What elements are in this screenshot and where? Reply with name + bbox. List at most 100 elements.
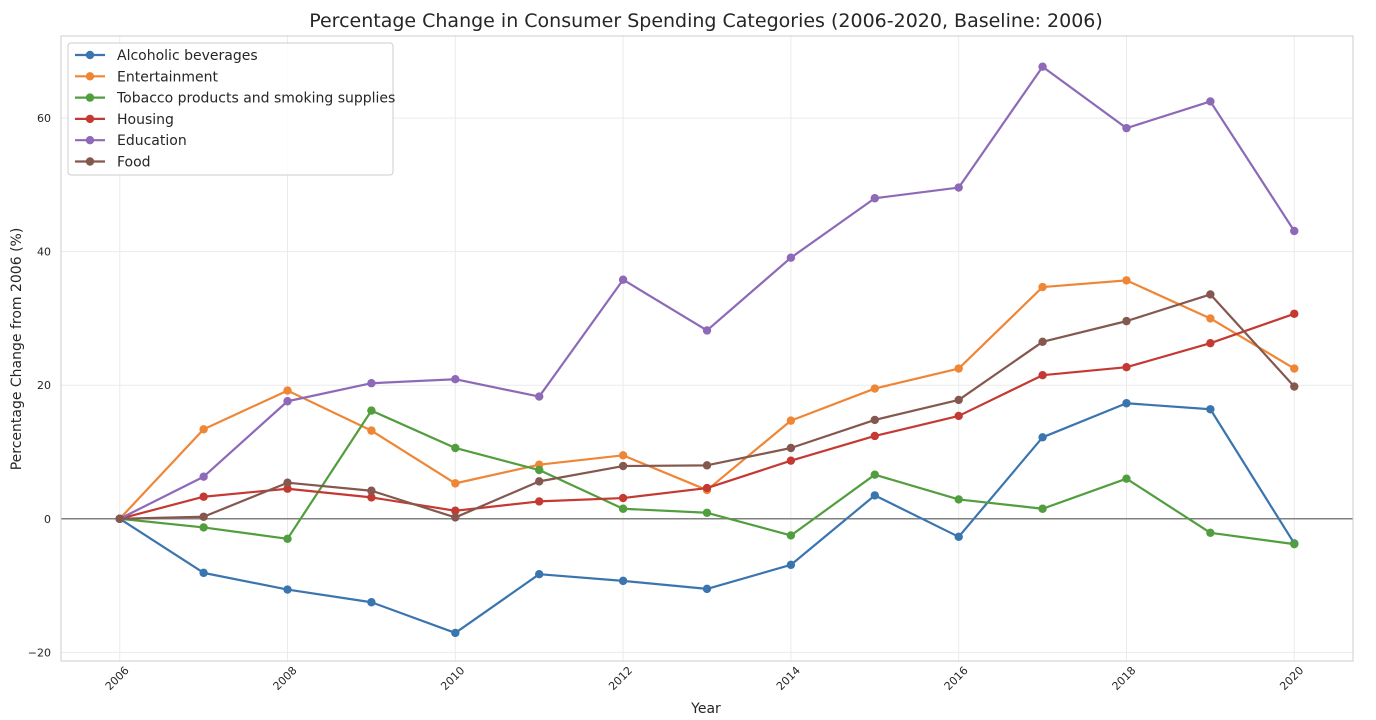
data-point (1290, 309, 1299, 318)
data-point (1206, 314, 1215, 323)
data-point (1038, 371, 1047, 380)
series-line (119, 409, 1295, 546)
data-point (199, 523, 208, 532)
data-point (451, 506, 460, 515)
data-point (1122, 123, 1131, 133)
data-point (618, 451, 628, 460)
data-point (618, 461, 628, 471)
data-point (954, 395, 963, 405)
data-point (451, 479, 460, 488)
data-point (702, 483, 712, 493)
legend-label: Entertainment (117, 69, 219, 85)
legend-item: Education (75, 133, 187, 149)
x-tick-label: 2006 (103, 664, 132, 693)
data-point (199, 472, 208, 481)
series-2 (115, 406, 1299, 549)
data-point (451, 375, 460, 384)
data-point (1206, 338, 1215, 348)
data-point (1206, 405, 1215, 414)
legend-label: Tobacco products and smoking supplies (116, 91, 395, 107)
data-point (954, 411, 963, 421)
data-point (702, 461, 712, 470)
legend-item: Housing (75, 112, 174, 128)
x-tick-label: 2012 (606, 664, 635, 693)
x-tick-label: 2010 (438, 664, 467, 693)
data-point (367, 426, 376, 435)
legend-label: Food (117, 155, 151, 171)
data-point (954, 495, 963, 504)
data-point (1038, 433, 1047, 442)
data-point (1038, 62, 1047, 71)
data-point (870, 491, 879, 500)
data-point (451, 628, 460, 638)
data-point (786, 443, 796, 453)
legend-swatch-marker (85, 50, 95, 60)
legend-label: Education (117, 133, 187, 149)
plot-frame (60, 35, 1354, 662)
data-point (786, 253, 796, 262)
data-point (786, 456, 796, 465)
legend-swatch-marker (85, 114, 95, 124)
data-point (367, 598, 376, 607)
data-point (1122, 276, 1131, 285)
x-tick-label: 2014 (774, 664, 803, 693)
series-5 (115, 290, 1299, 523)
data-point (618, 504, 628, 513)
x-tick-label: 2016 (942, 664, 971, 693)
data-point (535, 392, 544, 401)
data-point (283, 585, 292, 594)
data-point (367, 406, 376, 415)
data-point (1290, 539, 1299, 549)
data-point (535, 477, 544, 486)
data-point (283, 534, 292, 544)
data-point (786, 531, 796, 540)
y-tick-label: 0 (44, 513, 51, 526)
data-point (1206, 97, 1215, 106)
data-point (199, 492, 208, 501)
y-axis-label: Percentage Change from 2006 (%) (9, 228, 25, 471)
data-point (283, 478, 292, 487)
data-point (870, 470, 879, 479)
data-point (1122, 362, 1131, 372)
legend-swatch-marker (85, 72, 95, 81)
y-tick-label: 20 (37, 379, 51, 392)
series-3 (115, 309, 1299, 523)
data-point (1038, 337, 1047, 347)
x-axis-label: Year (690, 701, 721, 717)
data-point (1290, 382, 1299, 391)
series-lines (115, 62, 1299, 638)
data-point (1206, 528, 1215, 537)
data-point (954, 364, 963, 373)
data-point (367, 379, 376, 388)
data-point (786, 560, 796, 570)
data-point (199, 568, 208, 578)
data-point (367, 486, 376, 495)
data-point (870, 431, 879, 441)
y-tick-label: 40 (37, 246, 51, 259)
legend-label: Alcoholic beverages (117, 48, 258, 64)
x-tick-label: 2008 (271, 664, 300, 693)
chart-title: Percentage Change in Consumer Spending C… (309, 10, 1103, 32)
data-point (367, 493, 376, 502)
legend-item: Alcoholic beverages (75, 48, 258, 64)
data-point (199, 512, 208, 521)
data-point (451, 443, 460, 453)
data-point (451, 513, 460, 522)
legend: Alcoholic beverages Entertainment Tobacco … (67, 42, 395, 176)
data-point (283, 484, 292, 493)
data-point (618, 493, 628, 503)
data-point (535, 497, 544, 506)
x-axis-ticks: 2006 2008 2010 2012 2014 2016 2018 2020 (103, 664, 1307, 693)
y-axis-ticks: −20 0 20 40 60 (28, 112, 51, 659)
legend-item: Food (75, 155, 151, 171)
data-point (954, 183, 963, 192)
data-point (535, 569, 544, 579)
data-point (1290, 364, 1299, 373)
data-point (870, 194, 879, 203)
data-point (535, 465, 544, 475)
legend-item: Entertainment (75, 69, 219, 85)
data-point (1122, 316, 1131, 326)
data-point (199, 425, 208, 434)
data-point (1122, 474, 1131, 483)
